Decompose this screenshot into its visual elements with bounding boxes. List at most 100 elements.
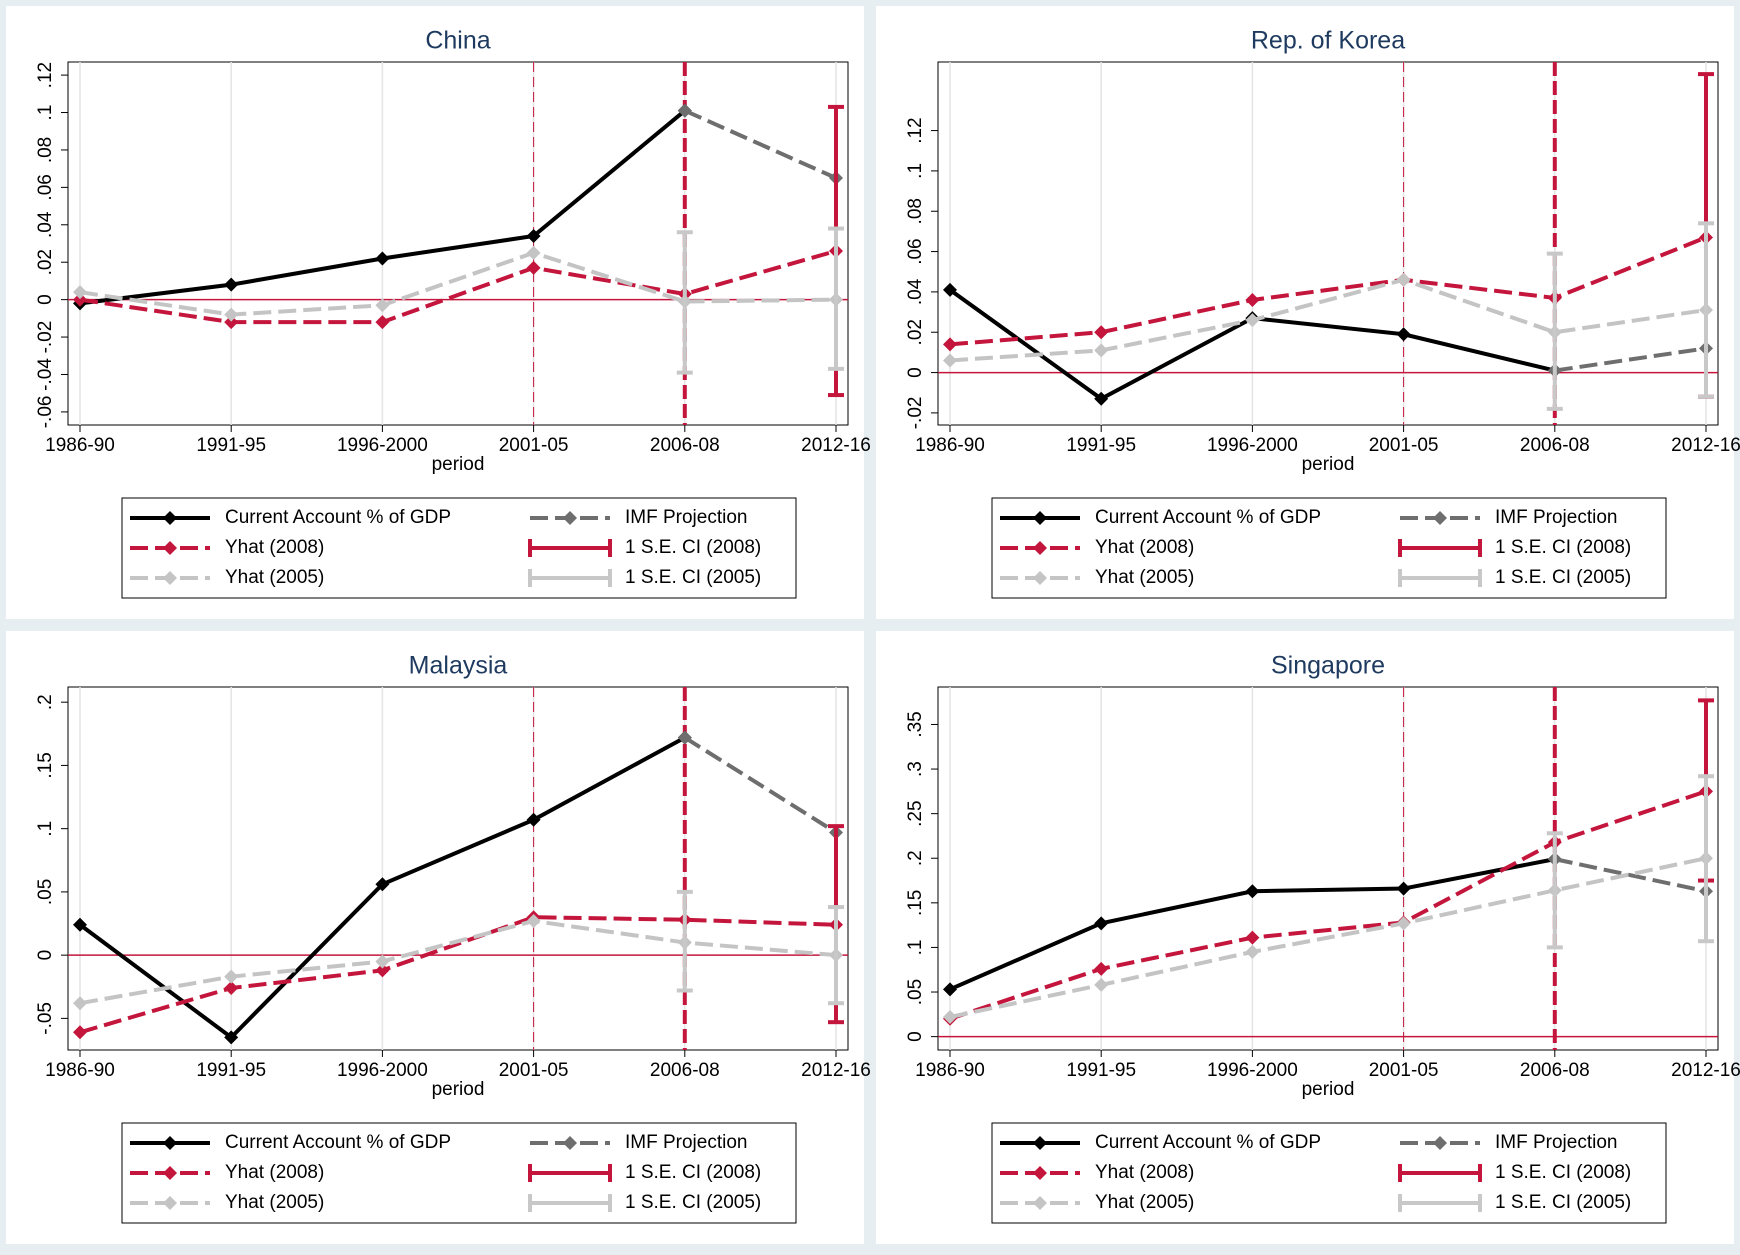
x-tick-label: 1991-95 xyxy=(1066,1060,1136,1081)
series-line xyxy=(949,789,1707,1021)
legend-label: 1 S.E. CI (2008) xyxy=(1495,537,1631,558)
marker xyxy=(943,1010,957,1024)
x-tick-label: 2001-05 xyxy=(1369,1060,1439,1081)
legend-marker xyxy=(1433,511,1447,525)
y-tick-label: .02 xyxy=(35,249,56,275)
plot-area xyxy=(937,61,1719,426)
y-tick-label: .15 xyxy=(35,752,56,778)
marker xyxy=(375,298,390,313)
legend-label: 1 S.E. CI (2005) xyxy=(1495,567,1631,588)
marker xyxy=(375,315,390,330)
y-tick-label: .08 xyxy=(35,137,56,163)
legend-label: Current Account % of GDP xyxy=(225,1132,451,1153)
x-axis-label: period xyxy=(1302,454,1355,475)
marker xyxy=(375,963,390,978)
error-bar xyxy=(1546,831,1563,950)
legend-label: Yhat (2005) xyxy=(225,567,324,588)
chart-panel: Singapore 1986-90 1991-95 1996-2000 2001-05 2… xyxy=(876,631,1740,1244)
legend-label: Current Account % of GDP xyxy=(225,507,451,528)
legend-label: 1 S.E. CI (2005) xyxy=(625,567,761,588)
legend-marker xyxy=(1033,1136,1047,1150)
legend-label: Yhat (2008) xyxy=(1095,537,1194,558)
y-tick-label: 0 xyxy=(905,1031,926,1042)
y-tick-label: -.04 xyxy=(35,358,56,391)
series-line xyxy=(949,235,1707,347)
error-bar xyxy=(676,230,693,375)
marker xyxy=(224,307,239,322)
chart-title: China xyxy=(425,27,490,55)
legend: Current Account % of GDP IMF Projection Yh… xyxy=(121,497,797,599)
legend-label: Yhat (2008) xyxy=(225,537,324,558)
marker xyxy=(1094,977,1109,992)
series-line xyxy=(79,915,837,1035)
series-line xyxy=(1554,346,1707,373)
marker xyxy=(943,282,957,297)
y-tick-label: .05 xyxy=(905,979,926,1005)
x-tick-label: 1991-95 xyxy=(196,1060,266,1081)
legend: Current Account % of GDP IMF Projection Yh… xyxy=(121,1122,797,1224)
legend-marker xyxy=(163,571,177,585)
legend-label: Yhat (2005) xyxy=(1095,567,1194,588)
marker xyxy=(73,292,87,307)
y-tick-label: .3 xyxy=(905,761,926,777)
legend-marker xyxy=(1033,1196,1047,1210)
x-tick-label: 2012-16 xyxy=(801,435,871,456)
legend-label: Current Account % of GDP xyxy=(1095,1132,1321,1153)
x-tick-label: 2006-08 xyxy=(1520,1060,1590,1081)
legend-box xyxy=(121,1122,797,1224)
marker xyxy=(1094,343,1109,358)
marker xyxy=(73,996,87,1011)
y-tick-label: .1 xyxy=(905,940,926,956)
marker xyxy=(1245,944,1260,959)
legend-label: 1 S.E. CI (2005) xyxy=(1495,1192,1631,1213)
legend-label: Yhat (2005) xyxy=(1095,1192,1194,1213)
y-tick-label: .2 xyxy=(35,694,56,710)
marker xyxy=(1094,916,1109,931)
marker xyxy=(224,969,239,984)
x-tick-label: 2012-16 xyxy=(1671,1060,1740,1081)
marker xyxy=(526,812,541,827)
legend-label: Yhat (2008) xyxy=(225,1162,324,1183)
marker xyxy=(224,981,239,996)
marker xyxy=(1245,884,1260,899)
marker xyxy=(943,982,957,997)
legend: Current Account % of GDP IMF Projection Yh… xyxy=(991,1122,1667,1224)
x-tick-label: 2006-08 xyxy=(1520,435,1590,456)
legend-marker xyxy=(1033,511,1047,525)
legend-marker xyxy=(163,541,177,555)
chart-title: Singapore xyxy=(1271,652,1385,680)
legend-marker xyxy=(1433,1136,1447,1150)
marker xyxy=(1396,916,1411,931)
chart-panel: Malaysia 1986-90 1991-95 1996-2000 2001-05 20… xyxy=(6,631,871,1244)
y-tick-label: .25 xyxy=(905,800,926,826)
chart-title: Rep. of Korea xyxy=(1251,27,1405,55)
legend-marker xyxy=(163,1166,177,1180)
y-tick-label: .35 xyxy=(905,711,926,737)
x-tick-label: 1991-95 xyxy=(1066,435,1136,456)
x-tick-label: 2001-05 xyxy=(1369,435,1439,456)
marker xyxy=(1245,930,1260,945)
marker xyxy=(1094,961,1109,976)
marker xyxy=(526,913,541,928)
plot-area xyxy=(67,61,849,426)
error-bar xyxy=(676,889,693,993)
marker xyxy=(1094,391,1109,406)
legend-label: 1 S.E. CI (2008) xyxy=(625,1162,761,1183)
x-tick-label: 2001-05 xyxy=(499,1060,569,1081)
x-tick-label: 1986-90 xyxy=(45,435,115,456)
marker xyxy=(73,285,87,300)
y-tick-label: .1 xyxy=(35,821,56,837)
series-line xyxy=(1554,857,1707,894)
x-tick-label: 1986-90 xyxy=(915,1060,985,1081)
y-tick-label: .1 xyxy=(35,105,56,121)
chart-panel: China 1986-90 1991-95 1996-2000 2001-05 2006-… xyxy=(6,6,871,619)
series-line xyxy=(949,856,1707,1019)
legend-label: IMF Projection xyxy=(625,507,747,528)
legend-marker xyxy=(1033,541,1047,555)
marker xyxy=(73,1025,87,1040)
plot-area xyxy=(937,686,1719,1051)
marker xyxy=(375,954,390,969)
legend: Current Account % of GDP IMF Projection Yh… xyxy=(991,497,1667,599)
